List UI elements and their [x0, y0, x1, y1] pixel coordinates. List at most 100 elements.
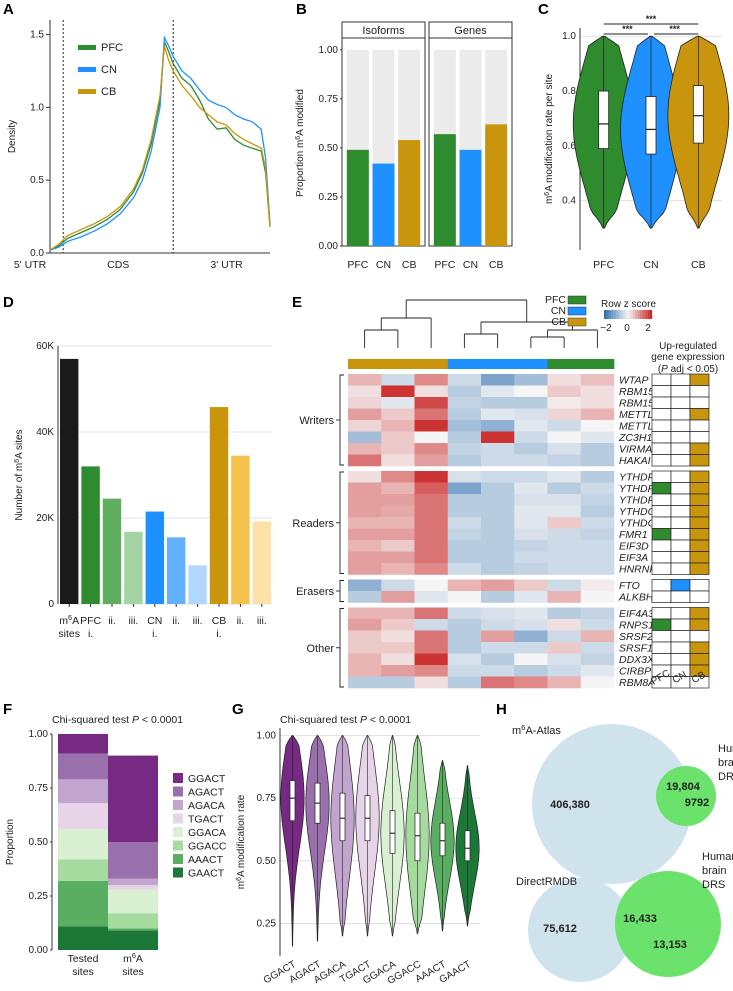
y-tick-label: 0.00: [319, 241, 339, 252]
legend-label: AAACT: [188, 854, 224, 866]
bar-6: [188, 565, 207, 604]
heatmap-cell: [381, 642, 415, 654]
upreg-cell: [651, 431, 672, 444]
y-tick-label: 1.0: [30, 102, 44, 113]
heatmap-cell: [381, 591, 415, 603]
x-tick-label: iii.: [193, 615, 203, 627]
heatmap-cell: [414, 607, 449, 620]
heatmap-cell: [481, 482, 515, 495]
heatmap-cell: [514, 653, 548, 666]
heatmap-cell: [348, 642, 382, 654]
upreg-cell: [651, 607, 672, 620]
heatmap-cell: [414, 374, 449, 386]
venn-label-brain: brain: [718, 757, 733, 769]
upreg-cell: [689, 470, 710, 483]
heatmap-cell: [547, 431, 582, 444]
group-annotation-cell: [414, 359, 449, 369]
upreg-cell: [689, 431, 710, 444]
stack-segment-ggaca: [58, 829, 108, 860]
gene-label: ALKBH5: [618, 592, 659, 604]
legend-swatch-agaca: [173, 800, 183, 810]
upreg-cell: [689, 482, 710, 495]
heatmap-cell: [580, 431, 615, 444]
section-bracket: [339, 374, 344, 466]
upreg-cell: [651, 590, 672, 603]
heatmap-cell: [547, 385, 582, 398]
x-tick-label-i: i.: [216, 628, 221, 640]
heatmap-cell: [348, 591, 382, 603]
heatmap-cell: [481, 591, 515, 603]
bar-1: [81, 466, 100, 604]
stack-segment-agaca: [108, 878, 158, 886]
heatmap-cell: [514, 494, 548, 506]
heatmap-cell: [481, 676, 515, 689]
upreg-cell: [689, 516, 710, 529]
upreg-cell: [689, 551, 710, 564]
upreg-cell: [651, 630, 672, 643]
heatmap-cell: [381, 665, 415, 677]
panel-label-e: E: [292, 294, 302, 311]
heatmap-cell: [580, 563, 615, 575]
y-tick-label: 1.5: [30, 30, 44, 41]
gene-label: SRSF1: [619, 643, 653, 655]
y-tick-label: 0.5: [30, 175, 44, 186]
heatmap-cell: [481, 528, 515, 541]
heatmap-cell: [514, 665, 548, 677]
heatmap-cell: [381, 454, 415, 467]
venn-label-human-2: Human: [702, 851, 733, 863]
heatmap-cell: [381, 482, 415, 495]
heatmap-cell: [547, 505, 582, 518]
y-axis-label: Proportion: [5, 819, 16, 865]
stack-segment-gaact: [108, 930, 158, 950]
heatmap-cell: [447, 517, 482, 529]
heatmap-cell: [348, 505, 382, 518]
x-tick-label-i: i.: [88, 628, 93, 640]
upreg-cell: [689, 408, 710, 421]
heatmap-cell: [381, 619, 415, 631]
heatmap-cell: [447, 482, 482, 495]
heatmap-cell: [514, 676, 548, 689]
heatmap-cell: [481, 374, 515, 386]
heatmap-cell: [447, 676, 482, 689]
upreg-cell: [670, 579, 691, 592]
chart-title: Chi-squared test P < 0.0001: [280, 714, 411, 726]
zscore-legend-swatch: [616, 310, 619, 319]
heatmap-cell: [547, 443, 582, 455]
gene-label: RBM15B: [619, 386, 661, 398]
heatmap-cell: [514, 471, 548, 483]
box: [414, 812, 421, 862]
heatmap-cell: [580, 408, 615, 421]
legend-label: AGACA: [188, 800, 225, 812]
upreg-cell: [689, 539, 710, 552]
upreg-cell: [651, 516, 672, 529]
y-axis-label: Density: [7, 120, 18, 153]
panel-label-d: D: [3, 294, 14, 311]
upreg-cell: [670, 551, 691, 564]
heatmap-cell: [481, 579, 515, 592]
upreg-cell: [670, 641, 691, 654]
heatmap-cell: [481, 642, 515, 654]
upreg-cell: [651, 551, 672, 564]
heatmap-cell: [514, 420, 548, 432]
heatmap-cell: [514, 579, 548, 592]
heatmap-cell: [580, 420, 615, 432]
heatmap-cell: [348, 653, 382, 666]
upreg-cell: [670, 431, 691, 444]
upreg-cell: [670, 408, 691, 421]
density-line-cb: [49, 46, 271, 251]
gene-label: EIF3A: [619, 552, 648, 564]
venn-count-only-drs: 9792: [685, 797, 709, 809]
x-tick-label: CB: [691, 259, 706, 271]
heatmap-cell: [414, 471, 449, 483]
heatmap-cell: [514, 563, 548, 575]
upreg-cell: [689, 385, 710, 398]
heatmap-cell: [580, 653, 615, 666]
heatmap-cell: [447, 454, 482, 467]
venn-label-m6a-atlas: m6A-Atlas: [512, 723, 561, 738]
heatmap-cell: [481, 420, 515, 432]
heatmap-cell: [348, 579, 382, 592]
stack-segment-ggact: [108, 755, 158, 842]
heatmap-cell: [481, 408, 515, 421]
heatmap-cell: [348, 540, 382, 552]
